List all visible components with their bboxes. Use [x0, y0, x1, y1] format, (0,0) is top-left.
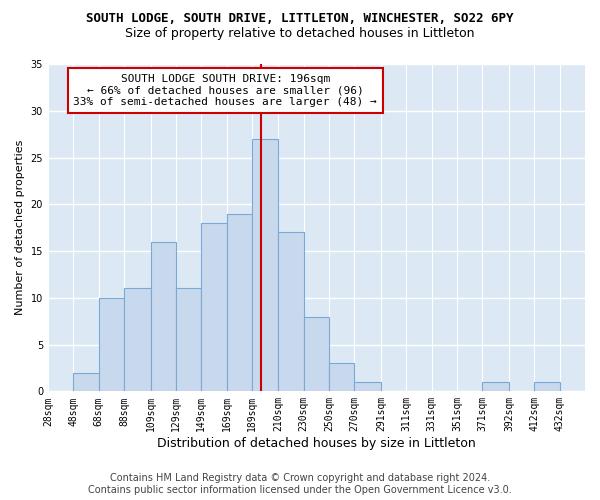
Bar: [151, 242, 176, 392]
Text: SOUTH LODGE SOUTH DRIVE: 196sqm
← 66% of detached houses are smaller (96)
33% of: SOUTH LODGE SOUTH DRIVE: 196sqm ← 66% of…: [73, 74, 377, 107]
Bar: [329, 364, 355, 392]
X-axis label: Distribution of detached houses by size in Littleton: Distribution of detached houses by size …: [157, 437, 476, 450]
Bar: [98, 298, 124, 392]
Bar: [482, 382, 509, 392]
Y-axis label: Number of detached properties: Number of detached properties: [15, 140, 25, 316]
Bar: [227, 214, 252, 392]
Bar: [535, 382, 560, 392]
Bar: [176, 288, 201, 392]
Bar: [278, 232, 304, 392]
Bar: [73, 372, 98, 392]
Text: Contains HM Land Registry data © Crown copyright and database right 2024.
Contai: Contains HM Land Registry data © Crown c…: [88, 474, 512, 495]
Bar: [355, 382, 381, 392]
Text: Size of property relative to detached houses in Littleton: Size of property relative to detached ho…: [125, 28, 475, 40]
Bar: [124, 288, 151, 392]
Bar: [201, 223, 227, 392]
Text: SOUTH LODGE, SOUTH DRIVE, LITTLETON, WINCHESTER, SO22 6PY: SOUTH LODGE, SOUTH DRIVE, LITTLETON, WIN…: [86, 12, 514, 26]
Bar: [252, 139, 278, 392]
Bar: [304, 316, 329, 392]
